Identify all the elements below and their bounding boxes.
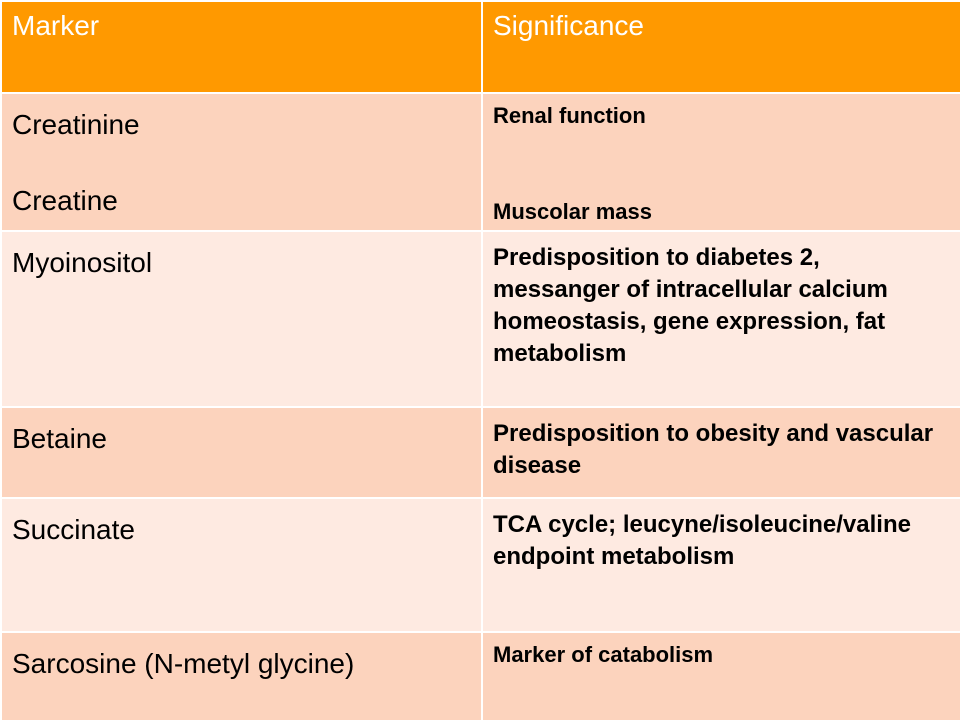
marker-cell: Betaine xyxy=(0,406,483,499)
marker-cell: Myoinositol xyxy=(0,230,483,408)
marker-cell: Succinate xyxy=(0,497,483,633)
marker-cell: Creatinine Creatine xyxy=(0,92,483,232)
significance-cell: Renal function Muscolar mass xyxy=(481,92,960,232)
header-significance-label: Significance xyxy=(493,10,644,41)
table-row: Succinate TCA cycle; leucyne/isoleucine/… xyxy=(0,497,960,633)
marker-name: Succinate xyxy=(12,514,135,545)
table-row: Betaine Predisposition to obesity and va… xyxy=(0,406,960,499)
significance-text: Marker of catabolism xyxy=(493,642,714,667)
header-marker-label: Marker xyxy=(12,10,100,41)
table-row: Creatinine Creatine Renal function Musco… xyxy=(0,92,960,232)
significance-cell: Predisposition to diabetes 2, messanger … xyxy=(481,230,960,408)
header-significance: Significance xyxy=(481,0,960,94)
marker-name: Betaine xyxy=(12,423,107,454)
table-row: Sarcosine (N-metyl glycine) Marker of ca… xyxy=(0,631,960,722)
significance-text: TCA cycle; leucyne/isoleucine/valine end… xyxy=(493,511,911,570)
marker-cell: Sarcosine (N-metyl glycine) xyxy=(0,631,483,722)
marker-name: Myoinositol xyxy=(12,247,153,278)
table-row: Myoinositol Predisposition to diabetes 2… xyxy=(0,230,960,408)
marker-name: Creatine xyxy=(12,185,118,216)
significance-text: Muscolar mass xyxy=(493,199,652,224)
significance-text: Predisposition to obesity and vascular d… xyxy=(493,420,934,479)
marker-name: Creatinine xyxy=(12,109,140,140)
significance-text: Renal function xyxy=(493,103,646,128)
significance-cell: Predisposition to obesity and vascular d… xyxy=(481,406,960,499)
marker-name: Sarcosine (N-metyl glycine) xyxy=(12,648,355,679)
table-header-row: Marker Significance xyxy=(0,0,960,94)
header-marker: Marker xyxy=(0,0,483,94)
significance-cell: Marker of catabolism xyxy=(481,631,960,722)
significance-text: Predisposition to diabetes 2, messanger … xyxy=(493,244,888,367)
significance-cell: TCA cycle; leucyne/isoleucine/valine end… xyxy=(481,497,960,633)
